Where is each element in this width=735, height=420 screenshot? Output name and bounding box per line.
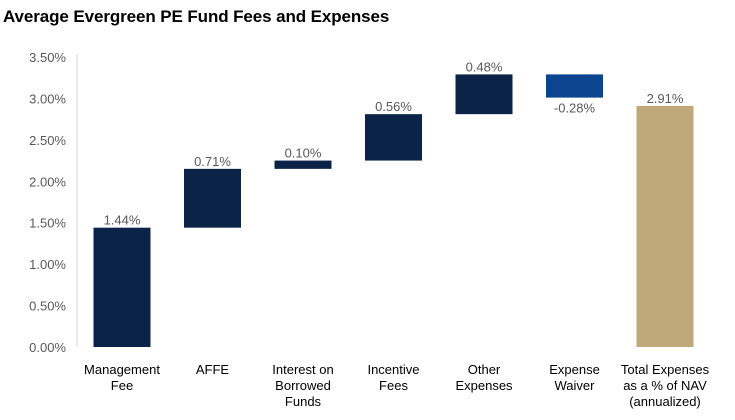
bar-increase bbox=[365, 114, 422, 161]
x-category-label: Incentive Fees bbox=[367, 362, 420, 393]
y-tick-label: 2.50% bbox=[29, 133, 66, 148]
data-label: 0.56% bbox=[375, 99, 412, 114]
bar-increase bbox=[455, 74, 513, 115]
y-tick-label: 1.50% bbox=[29, 216, 66, 231]
data-label: 0.10% bbox=[285, 146, 322, 161]
x-category-label: Interest on Borrowed Funds bbox=[272, 362, 334, 409]
x-category-label: Other Expenses bbox=[455, 362, 513, 393]
data-label: -0.28% bbox=[554, 101, 596, 116]
bars bbox=[93, 74, 694, 347]
bar-total bbox=[636, 105, 694, 347]
x-category-label: Total Expenses as a % of NAV (annualized) bbox=[620, 362, 710, 409]
bar-increase bbox=[184, 168, 241, 228]
x-category-label: Expense Waiver bbox=[549, 362, 600, 393]
data-label: 1.44% bbox=[104, 213, 141, 228]
chart-title: Average Evergreen PE Fund Fees and Expen… bbox=[3, 7, 390, 26]
y-axis: 0.00% 0.50% 1.00% 1.50% 2.00% 2.50% 3.00% 3.50% bbox=[29, 50, 78, 355]
bar-increase bbox=[93, 227, 151, 347]
data-label: 0.71% bbox=[194, 154, 231, 169]
data-label: 0.48% bbox=[466, 59, 503, 74]
x-category-label: Management Fee bbox=[84, 362, 160, 393]
y-tick-label: 3.00% bbox=[29, 91, 66, 106]
y-tick-label: 3.50% bbox=[29, 50, 66, 65]
y-tick-label: 2.00% bbox=[29, 174, 66, 189]
y-tick-label: 0.00% bbox=[29, 340, 66, 355]
data-labels: 1.44% 0.71% 0.10% 0.56% 0.48% -0.28% 2.91% bbox=[104, 59, 684, 227]
data-label: 2.91% bbox=[647, 91, 684, 106]
bar-increase bbox=[274, 160, 332, 169]
y-tick-label: 1.00% bbox=[29, 257, 66, 272]
x-category-label: AFFE bbox=[195, 362, 230, 377]
y-tick-label: 0.50% bbox=[29, 299, 66, 314]
bar-decrease bbox=[546, 74, 603, 98]
